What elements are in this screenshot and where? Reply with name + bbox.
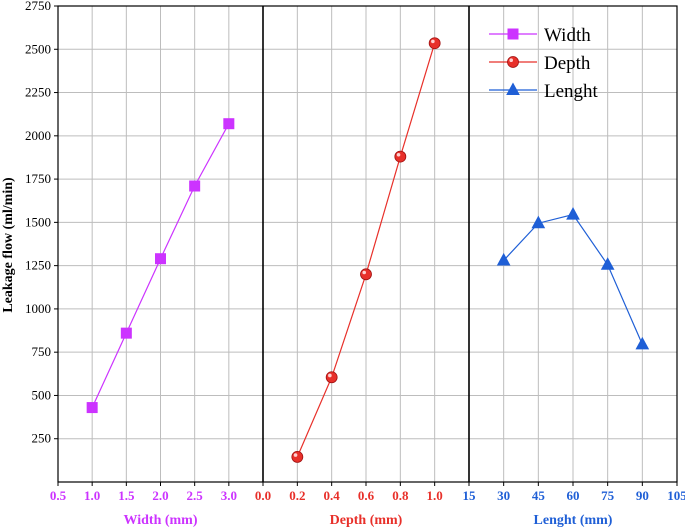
x-tick-label: 45 [532, 488, 546, 503]
legend-marker [506, 82, 520, 95]
x-tick-label: 0.5 [50, 488, 67, 503]
data-point [223, 118, 235, 130]
y-tick-label: 1750 [25, 171, 51, 186]
x-tick-label: 1.0 [84, 488, 100, 503]
marker-body [360, 268, 372, 281]
legend-marker [507, 28, 519, 40]
marker-highlight [396, 152, 401, 157]
y-tick-label: 2750 [25, 0, 51, 13]
x-tick-label: 0.0 [255, 488, 271, 503]
y-tick-label: 750 [32, 344, 52, 359]
legend-marker [507, 56, 519, 68]
data-point [360, 268, 372, 281]
x-tick-label: 60 [567, 488, 580, 503]
y-axis-title: Leakage flow (ml/min) [1, 177, 16, 313]
grid-lines [58, 5, 677, 482]
x-axis-title: Width (mm) [123, 513, 197, 528]
y-tick-label: 2250 [25, 85, 51, 100]
marker-body [291, 451, 304, 463]
x-tick-label: 1.0 [427, 488, 443, 503]
x-tick-label: 15 [463, 488, 477, 503]
data-point [325, 371, 338, 384]
x-tick-label: 105 [667, 488, 685, 503]
marker-body [325, 371, 338, 384]
data-point [566, 207, 580, 220]
data-point [291, 451, 304, 463]
x-tick-label: 3.0 [221, 488, 237, 503]
x-tick-label: 0.6 [358, 488, 375, 503]
marker-highlight [362, 270, 367, 275]
legend-label: Width [544, 25, 591, 46]
chart-panels: 0.5 1.0 1.5 2.0 2.5 3.0 Width (mm) 0.0 0.2 0.4 0.6… [50, 37, 685, 528]
x-tick-label: 75 [601, 488, 615, 503]
marker-highlight [509, 58, 513, 62]
x-tick-label: 30 [497, 488, 510, 503]
x-tick-label: 0.2 [289, 488, 305, 503]
marker-body [428, 37, 441, 50]
y-tick-label: 250 [32, 431, 52, 446]
legend-label: Depth [544, 53, 591, 74]
x-tick-label: 0.8 [392, 488, 409, 503]
y-tick-label: 1500 [25, 214, 51, 229]
data-point [496, 252, 511, 266]
marker-highlight [293, 453, 298, 457]
marker-highlight [328, 373, 332, 378]
panel-1: 0.5 1.0 1.5 2.0 2.5 3.0 Width (mm) [50, 118, 237, 528]
data-point [86, 402, 98, 414]
data-point [120, 327, 132, 339]
data-point [531, 215, 546, 229]
data-point [394, 150, 407, 163]
marker-body [394, 150, 407, 163]
marker-body [507, 56, 519, 68]
legend-item: Lenght [489, 81, 599, 102]
data-point [635, 336, 650, 350]
x-tick-label: 2.5 [187, 488, 204, 503]
y-tick-label: 1000 [25, 301, 51, 316]
data-point [600, 257, 615, 270]
legend-item: Depth [489, 53, 591, 74]
panel-3: 15 30 45 60 75 90 105 Lenght (mm) [463, 207, 685, 528]
y-tick-label: 2000 [25, 128, 51, 143]
x-tick-label: 2.0 [152, 488, 168, 503]
x-tick-label: 90 [636, 488, 649, 503]
legend-item: Width [489, 25, 591, 46]
marker-highlight [431, 39, 435, 44]
x-tick-label: 0.4 [324, 488, 341, 503]
legend: Width Depth Lenght [489, 25, 599, 102]
x-axis-title: Depth (mm) [330, 513, 403, 528]
plot-frame [57, 5, 678, 483]
y-tick-label: 2500 [25, 41, 51, 56]
x-tick-label: 1.5 [118, 488, 135, 503]
panel-2: 0.0 0.2 0.4 0.6 0.8 1.0 Depth (mm) [255, 37, 443, 528]
plot-border [57, 5, 678, 483]
x-axis-title: Lenght (mm) [534, 513, 613, 528]
data-point [428, 37, 441, 50]
y-tick-label: 1250 [25, 258, 51, 273]
y-tick-label: 500 [32, 387, 52, 402]
y-axis: 250 500 750 1000 1250 1500 1750 2000 2250 2500 275… [25, 0, 58, 446]
legend-label: Lenght [544, 81, 599, 102]
data-point [155, 253, 166, 265]
data-point [189, 180, 201, 192]
